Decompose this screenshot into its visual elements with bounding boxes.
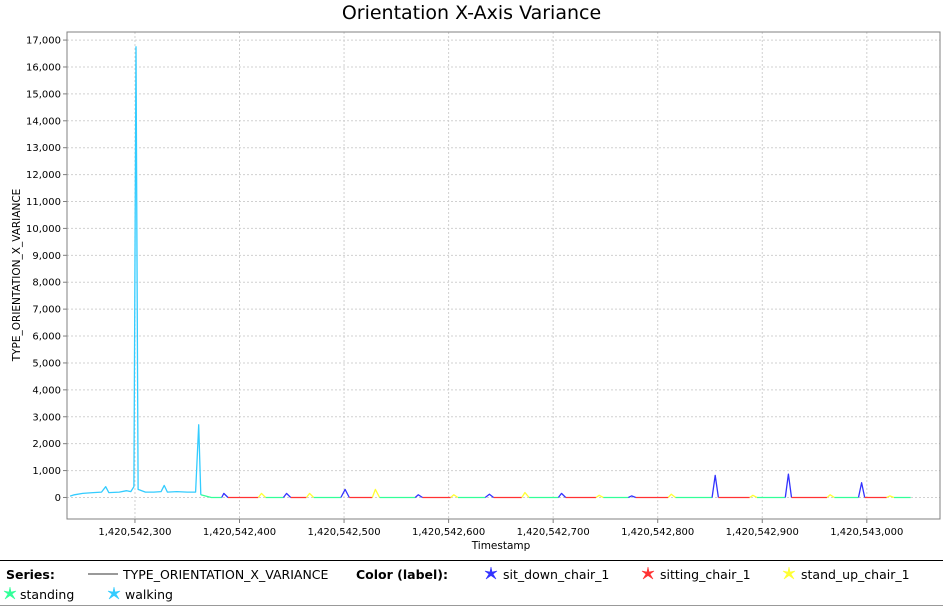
y-tick-label: 3,000	[32, 412, 61, 423]
series-segment-stand-up-chair-1	[886, 495, 895, 499]
y-tick-label: 8,000	[32, 278, 61, 289]
series-segment-sit-down-chair-1	[784, 473, 793, 498]
y-tick-label: 9,000	[32, 251, 61, 262]
series-segment-stand-up-chair-1	[257, 492, 267, 498]
y-tick-label: 0	[55, 493, 61, 504]
series-segment-stand-up-chair-1	[667, 493, 676, 499]
y-tick-label: 2,000	[32, 439, 61, 450]
y-axis: 0 1,000 2,000 3,000 4,000 5,000 6,000 7,000 8,00…	[26, 36, 67, 504]
y-tick-label: 13,000	[26, 143, 61, 154]
y-tick-label: 1,000	[32, 466, 61, 477]
series-segment-stand-up-chair-1	[749, 494, 758, 499]
x-tick-label: 1,420,542,900	[726, 527, 799, 538]
legend-item-icon	[782, 566, 796, 580]
legend-item-icon	[3, 586, 17, 600]
y-tick-label: 16,000	[26, 62, 61, 73]
y-tick-label: 11,000	[26, 197, 61, 208]
series-segment-stand-up-chair-1	[595, 494, 604, 499]
legend-item-sitting-chair-1: sitting_chair_1	[660, 567, 751, 582]
legend-series-heading: Series:	[6, 567, 55, 582]
series-segment-sit-down-chair-1	[857, 482, 866, 498]
x-tick-label: 1,420,542,700	[517, 527, 590, 538]
series-segment-sit-down-chair-1	[484, 493, 495, 499]
legend-item-sit-down-chair-1: sit_down_chair_1	[503, 567, 610, 582]
x-tick-label: 1,420,542,300	[98, 527, 171, 538]
plot-border	[66, 31, 941, 520]
y-axis-label: TYPE_ORIENTATION_X_VARIANCE	[11, 189, 23, 363]
y-tick-label: 15,000	[26, 89, 61, 100]
series-segment-sit-down-chair-1	[628, 495, 637, 499]
series-segment-stand-up-chair-1	[826, 494, 835, 499]
legend: Series: TYPE_ORIENTATION_X_VARIANCE Colo…	[0, 560, 943, 608]
series-segment-walking	[69, 46, 202, 497]
series-segment-stand-up-chair-1	[371, 488, 381, 498]
y-tick-label: 7,000	[32, 305, 61, 316]
series	[69, 46, 911, 499]
legend-item-standing: standing	[20, 587, 75, 602]
legend-series-line	[88, 573, 118, 575]
series-segment-stand-up-chair-1	[521, 491, 530, 498]
x-axis: 1,420,542,300 1,420,542,400 1,420,542,500 1…	[98, 519, 903, 538]
y-tick-label: 12,000	[26, 170, 61, 181]
series-segment-sit-down-chair-1	[221, 492, 229, 498]
legend-bottom-rule	[0, 605, 943, 606]
series-segment-sit-down-chair-1	[414, 494, 423, 499]
legend-item-walking: walking	[125, 587, 173, 602]
series-segment-stand-up-chair-1	[450, 494, 459, 499]
x-tick-label: 1,420,542,600	[412, 527, 485, 538]
series-segment-sit-down-chair-1	[711, 474, 720, 498]
y-tick-label: 17,000	[26, 36, 61, 47]
chart-title: Orientation X-Axis Variance	[341, 2, 602, 24]
legend-color-heading: Color (label):	[356, 567, 449, 582]
legend-item-icon	[641, 566, 655, 580]
series-segment-stand-up-chair-1	[305, 492, 315, 498]
series-segment-standing	[200, 494, 222, 499]
legend-item-stand-up-chair-1: stand_up_chair_1	[801, 567, 910, 582]
series-segment-sit-down-chair-1	[557, 492, 567, 498]
x-tick-label: 1,420,542,400	[203, 527, 276, 538]
x-tick-label: 1,420,543,000	[830, 527, 903, 538]
chart-area: 1,420,542,300 1,420,542,400 1,420,542,500 1…	[11, 31, 941, 552]
legend-item-icon	[107, 586, 121, 600]
y-tick-label: 6,000	[32, 332, 61, 343]
y-tick-label: 4,000	[32, 385, 61, 396]
series-segment-sit-down-chair-1	[340, 488, 350, 498]
y-tick-label: 5,000	[32, 358, 61, 369]
legend-series-name: TYPE_ORIENTATION_X_VARIANCE	[123, 567, 329, 582]
x-tick-label: 1,420,542,800	[621, 527, 694, 538]
y-tick-label: 14,000	[26, 116, 61, 127]
series-segment-sit-down-chair-1	[282, 492, 292, 498]
x-axis-label: Timestamp	[471, 540, 531, 552]
x-tick-label: 1,420,542,500	[307, 527, 380, 538]
y-tick-label: 10,000	[26, 224, 61, 235]
legend-item-icon	[484, 566, 498, 580]
plot-background	[67, 32, 940, 519]
